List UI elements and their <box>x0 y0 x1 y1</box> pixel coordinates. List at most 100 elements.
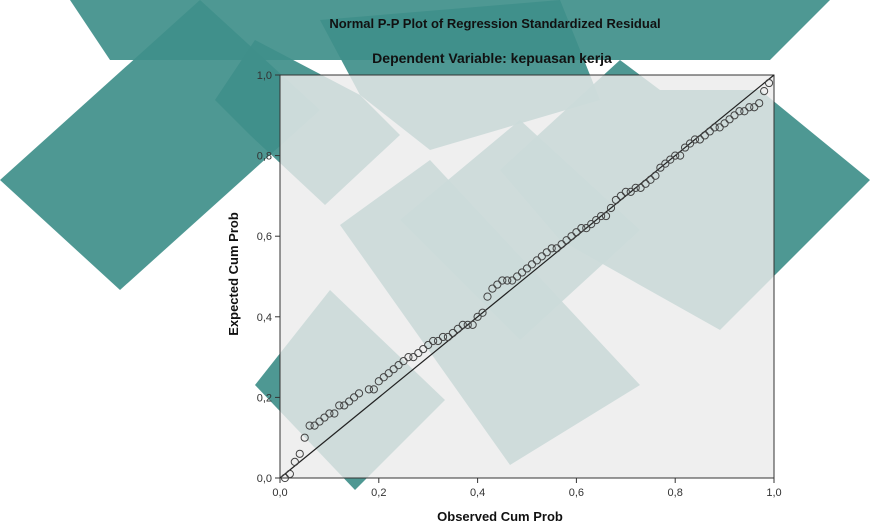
data-point <box>315 417 324 426</box>
data-point <box>473 312 482 321</box>
data-point <box>374 377 383 386</box>
data-point <box>750 103 759 112</box>
x-tick-label: 0,6 <box>569 487 584 499</box>
data-point <box>676 151 685 160</box>
data-point <box>453 324 462 333</box>
data-point <box>641 179 650 188</box>
x-axis-ticks: 0,0 0,2 0,4 0,6 0,8 1,0 <box>272 478 782 499</box>
data-point <box>725 115 734 124</box>
data-point <box>320 413 329 422</box>
data-point <box>478 308 487 317</box>
data-points <box>280 78 774 483</box>
data-point <box>295 449 304 458</box>
data-point <box>646 175 655 184</box>
data-point <box>493 280 502 289</box>
data-point <box>285 469 294 479</box>
data-point <box>498 276 507 285</box>
data-point <box>730 111 739 120</box>
data-point <box>414 348 423 358</box>
data-point <box>488 284 497 293</box>
data-point <box>764 78 774 88</box>
data-point <box>636 183 645 192</box>
x-tick-label: 0,8 <box>668 487 683 499</box>
data-point <box>513 272 522 281</box>
data-point <box>330 409 339 418</box>
data-point <box>557 240 566 249</box>
data-point <box>587 220 596 229</box>
y-tick-label: 0,6 <box>257 231 272 243</box>
data-point <box>740 107 749 116</box>
data-point <box>527 260 537 269</box>
data-point <box>335 401 344 410</box>
data-point <box>680 143 690 152</box>
data-point <box>582 224 591 233</box>
data-point <box>517 268 527 277</box>
data-point <box>463 320 472 329</box>
y-tick-label: 0,2 <box>257 392 272 404</box>
data-point <box>290 457 299 466</box>
data-point <box>399 357 408 366</box>
data-point <box>354 389 364 398</box>
data-point <box>695 135 705 144</box>
data-point <box>705 127 714 136</box>
data-point <box>631 183 640 192</box>
data-point <box>552 244 561 253</box>
data-point <box>458 320 467 329</box>
y-tick-label: 0,4 <box>257 312 272 324</box>
x-tick-label: 0,4 <box>470 487 485 499</box>
y-tick-label: 0,0 <box>257 473 272 485</box>
data-point <box>419 344 428 354</box>
data-point <box>369 385 378 394</box>
data-point <box>547 244 556 253</box>
data-point <box>537 252 546 261</box>
data-point <box>542 248 551 257</box>
y-tick-label: 1,0 <box>257 70 272 82</box>
data-point <box>760 87 769 96</box>
data-point <box>562 236 571 245</box>
data-point <box>384 369 393 378</box>
y-tick-label: 0,8 <box>257 151 272 163</box>
data-point <box>433 336 443 346</box>
data-point <box>280 473 290 483</box>
data-point <box>577 224 586 233</box>
chart-title: Normal P-P Plot of Regression Standardiz… <box>329 16 660 31</box>
data-point <box>404 353 413 362</box>
data-point <box>567 232 576 241</box>
data-point <box>389 365 398 374</box>
data-point <box>597 211 606 221</box>
data-point <box>592 215 601 225</box>
y-axis-ticks: 0,0 0,2 0,4 0,6 0,8 1,0 <box>257 70 280 485</box>
data-point <box>300 433 309 442</box>
data-point <box>468 320 477 329</box>
data-point <box>448 328 457 338</box>
data-point <box>364 385 374 394</box>
data-point <box>626 187 635 196</box>
data-point <box>755 99 764 108</box>
data-point <box>715 123 724 132</box>
data-point <box>305 421 314 430</box>
data-point <box>616 191 625 200</box>
data-point <box>483 292 492 301</box>
data-point <box>522 264 532 273</box>
data-point <box>720 119 729 128</box>
data-point <box>340 401 349 410</box>
data-point <box>685 139 695 148</box>
data-point <box>611 195 621 205</box>
y-axis-label: Expected Cum Prob <box>226 212 241 336</box>
data-point <box>532 256 541 265</box>
data-point <box>656 163 665 172</box>
data-point <box>745 103 754 112</box>
data-point <box>394 361 403 370</box>
data-point <box>572 228 581 237</box>
x-tick-label: 1,0 <box>766 487 781 499</box>
data-point <box>735 107 744 116</box>
data-point <box>503 276 512 285</box>
x-axis-label: Observed Cum Prob <box>437 509 563 524</box>
data-point <box>606 203 616 213</box>
data-point <box>671 151 680 160</box>
chart-subtitle: Dependent Variable: kepuasan kerja <box>372 50 612 66</box>
data-point <box>429 336 438 346</box>
data-point <box>700 131 709 140</box>
data-point <box>601 211 611 221</box>
